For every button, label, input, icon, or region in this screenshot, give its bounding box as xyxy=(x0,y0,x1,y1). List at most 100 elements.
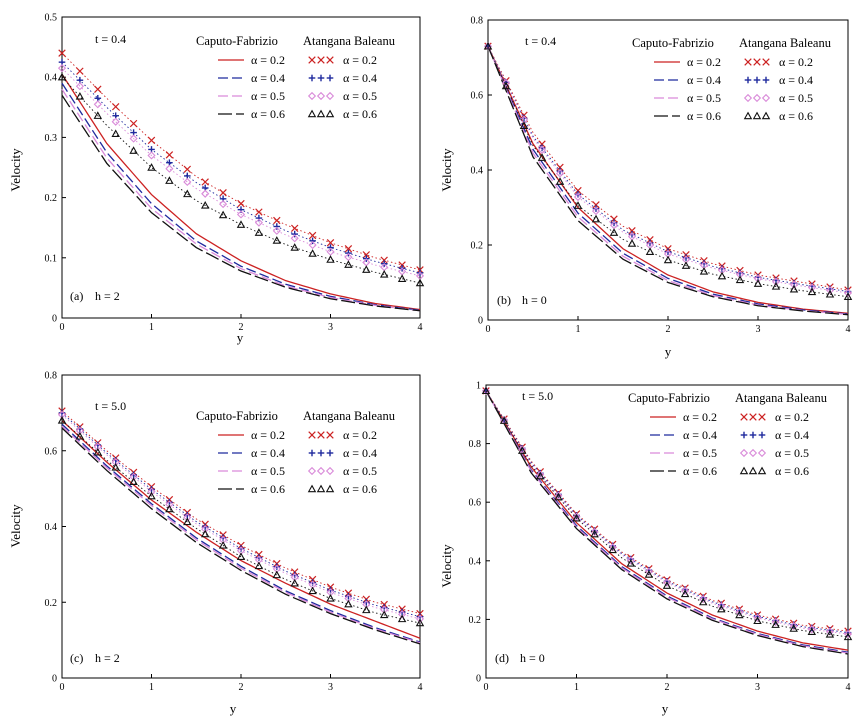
ab-series-point xyxy=(771,282,781,290)
time-label: t = 5.0 xyxy=(95,399,126,413)
ab-series-point xyxy=(147,136,156,145)
ab-series-point xyxy=(481,386,491,395)
y-tick-label: 0.2 xyxy=(45,598,58,609)
ab-series-point xyxy=(807,287,817,296)
ab-series-point xyxy=(753,613,762,623)
ab-series-point xyxy=(626,556,635,565)
legend-title-cf: Caputo-Fabrizio xyxy=(196,409,278,423)
legend-ab-label: α = 0.2 xyxy=(343,53,377,67)
ab-series-point xyxy=(273,563,281,570)
ab-series-point xyxy=(273,216,281,225)
x-axis-label: y xyxy=(237,330,244,345)
legend-cf-label: α = 0.4 xyxy=(251,71,285,85)
ab-series-point xyxy=(789,624,798,632)
legend-cf-label: α = 0.6 xyxy=(683,464,717,478)
ab-series-point-stroke xyxy=(129,119,138,128)
ab-series-point xyxy=(183,189,192,198)
ab-series-point xyxy=(825,286,835,295)
legend-ab-marker-stroke xyxy=(308,56,316,64)
x-tick-label: 2 xyxy=(665,682,670,693)
legend-ab-marker xyxy=(739,466,749,475)
legend-cf-label: α = 0.2 xyxy=(251,53,285,67)
ab-series-point xyxy=(807,625,816,634)
ab-series-point-stroke xyxy=(273,216,281,225)
ab-series-point xyxy=(183,165,192,174)
legend-ab-marker-stroke xyxy=(740,413,748,421)
x-tick-label: 4 xyxy=(418,682,423,693)
ab-series-point xyxy=(218,210,228,219)
cf-series-line xyxy=(61,419,421,639)
y-tick-label: 0.8 xyxy=(45,371,58,382)
ab-series-point xyxy=(308,240,317,250)
ab-series-point xyxy=(699,595,708,604)
ab-series-point xyxy=(362,265,371,273)
legend-ab-marker xyxy=(308,449,316,457)
ab-series-point xyxy=(308,249,317,257)
ab-series-point xyxy=(290,243,299,251)
ab-series-point xyxy=(537,153,547,161)
panel-label: (b) xyxy=(497,293,511,307)
ab-series-point-stroke xyxy=(183,165,192,174)
ab-series-point xyxy=(843,632,853,641)
ab-series-point xyxy=(308,586,317,595)
ab-series-point xyxy=(237,206,245,213)
x-tick-label: 1 xyxy=(576,324,581,335)
ab-series-point xyxy=(254,218,263,227)
legend-ab-marker xyxy=(317,56,325,64)
ab-series-point xyxy=(771,617,780,627)
legend-ab-marker xyxy=(740,413,748,421)
ab-series-point xyxy=(236,220,246,228)
legend-ab-marker xyxy=(761,111,771,120)
legend-cf-label: α = 0.5 xyxy=(251,89,285,103)
ab-series-point-stroke xyxy=(308,231,317,240)
ab-series-point xyxy=(380,256,388,264)
y-axis-label: Velocity xyxy=(439,544,454,588)
ab-series-point xyxy=(362,251,371,259)
y-tick-label: 0.4 xyxy=(469,556,482,567)
ab-series-point xyxy=(483,41,493,50)
ab-series-point xyxy=(380,605,389,614)
ab-series-point xyxy=(219,200,228,209)
ab-series-point xyxy=(57,416,67,424)
ab-series-point xyxy=(398,610,407,619)
ab-series-point xyxy=(201,189,210,198)
legend-ab-marker-stroke xyxy=(317,431,325,439)
legend-ab-marker xyxy=(316,109,326,118)
ab-series-point xyxy=(111,117,120,126)
ab-series-point xyxy=(272,236,282,244)
ab-series-point xyxy=(682,254,690,261)
ab-series-point xyxy=(517,446,527,454)
legend-ab-label: α = 0.5 xyxy=(779,91,813,105)
ab-series-point xyxy=(273,223,281,230)
ab-series-point xyxy=(771,620,780,628)
x-tick-label: 4 xyxy=(846,682,851,693)
ab-series-point xyxy=(699,266,709,275)
ab-series-point xyxy=(572,513,581,522)
ab-series-point-stroke xyxy=(76,67,84,75)
y-tick-label: 0.8 xyxy=(469,439,482,450)
x-tick-label: 0 xyxy=(484,682,489,693)
ab-series-point-stroke xyxy=(344,245,353,253)
legend-title-cf: Caputo-Fabrizio xyxy=(196,34,278,48)
legend-ab-label: α = 0.6 xyxy=(775,464,809,478)
ab-series-point xyxy=(291,230,298,238)
x-tick-label: 3 xyxy=(328,682,333,693)
ab-series-point xyxy=(201,523,209,531)
ab-series-point xyxy=(591,207,601,216)
y-tick-label: 0.6 xyxy=(469,498,482,509)
ab-series-point xyxy=(111,458,120,467)
cf-series-line xyxy=(61,73,421,311)
legend-ab-marker xyxy=(744,58,752,66)
y-tick-label: 0.8 xyxy=(471,16,484,27)
legend-ab-marker xyxy=(757,466,767,475)
ab-series-point xyxy=(201,525,210,534)
ab-series-point xyxy=(200,529,210,538)
legend-ab-label: α = 0.4 xyxy=(779,73,813,87)
ab-series-point xyxy=(254,228,264,236)
ab-series-point xyxy=(626,559,636,567)
legend-ab-marker-stroke xyxy=(326,431,334,439)
ab-series-point-stroke xyxy=(165,151,174,159)
ab-series-point xyxy=(111,462,120,471)
legend-cf-label: α = 0.5 xyxy=(683,446,717,460)
ab-series-point xyxy=(415,614,425,623)
